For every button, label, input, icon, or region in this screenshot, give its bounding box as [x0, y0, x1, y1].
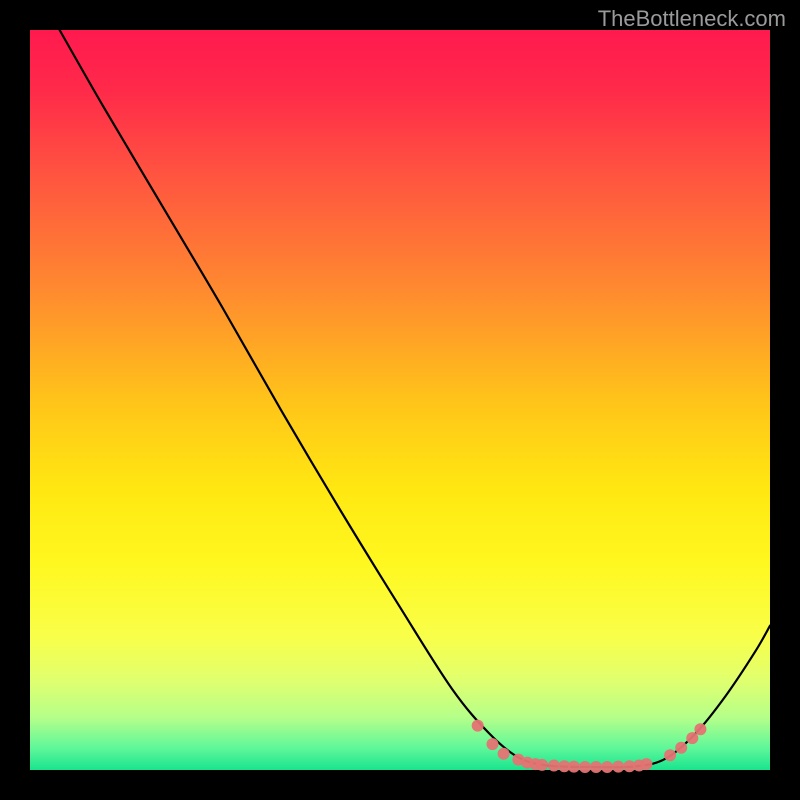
chart-container: TheBottleneck.com	[0, 0, 800, 800]
chart-gradient-background	[30, 30, 770, 770]
watermark-text: TheBottleneck.com	[598, 6, 786, 32]
